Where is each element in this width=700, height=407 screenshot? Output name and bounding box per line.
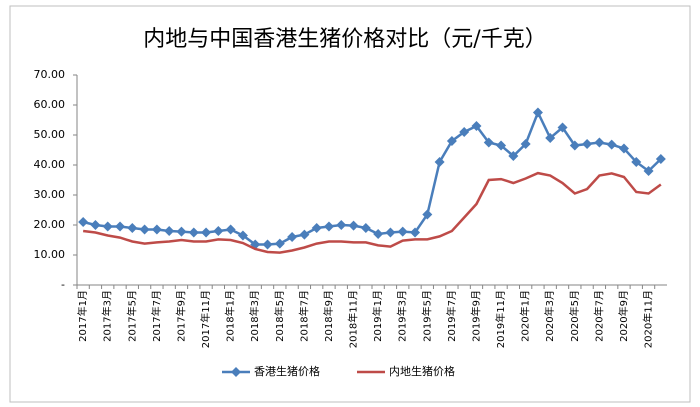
- y-tick-label: 70.00: [34, 68, 66, 81]
- marker: [410, 227, 421, 238]
- marker: [483, 137, 494, 148]
- marker: [127, 223, 138, 233]
- marker: [102, 221, 113, 232]
- x-tick-label: 2020年11月: [642, 290, 655, 348]
- x-tick-label: 2018年9月: [322, 290, 335, 342]
- x-tick-label: 2017年1月: [76, 290, 89, 342]
- x-tick-label: 2020年1月: [519, 290, 532, 342]
- marker: [446, 136, 457, 146]
- marker: [262, 239, 273, 250]
- marker: [520, 139, 531, 149]
- line: [82, 171, 662, 254]
- x-tick-label: 2018年1月: [224, 290, 237, 342]
- x-tick-label: 2018年3月: [248, 290, 261, 342]
- y-tick-label: 30.00: [34, 188, 66, 201]
- marker: [188, 227, 199, 238]
- legend-label: 内地生猪价格: [389, 364, 455, 378]
- marker: [323, 221, 334, 232]
- marker: [115, 221, 126, 232]
- marker: [631, 157, 642, 167]
- x-tick-label: 2017年11月: [199, 290, 212, 348]
- x-tick-label: 2019年3月: [396, 290, 409, 342]
- marker: [532, 107, 543, 118]
- x-tick-label: 2019年11月: [494, 290, 507, 348]
- marker: [336, 220, 347, 230]
- chart-title: 内地与中国香港生猪价格对比（元/千克）: [143, 27, 546, 52]
- marker: [618, 143, 629, 154]
- y-tick-label: 50.00: [34, 128, 66, 141]
- marker: [594, 137, 605, 148]
- marker: [569, 140, 580, 151]
- y-tick-label: 60.00: [34, 98, 66, 111]
- marker: [90, 220, 101, 230]
- x-tick-label: 2017年5月: [125, 290, 138, 342]
- y-tick-label: 10.00: [34, 248, 66, 261]
- marker: [606, 139, 617, 150]
- chart-border: [9, 5, 691, 403]
- legend-marker: [231, 367, 241, 377]
- marker: [164, 226, 175, 236]
- x-tick-label: 2019年1月: [371, 290, 384, 342]
- x-tick-label: 2020年5月: [568, 290, 581, 342]
- marker: [434, 157, 445, 167]
- marker: [237, 230, 248, 241]
- legend-label: 香港生猪价格: [254, 364, 320, 378]
- marker: [655, 154, 666, 164]
- marker: [225, 224, 236, 235]
- x-tick-label: 2020年3月: [543, 290, 556, 342]
- marker: [545, 133, 556, 143]
- y-tick-label: 40.00: [34, 158, 66, 171]
- x-tick-label: 2019年9月: [469, 290, 482, 342]
- marker: [287, 232, 298, 242]
- marker: [176, 226, 187, 237]
- marker: [557, 122, 568, 133]
- x-tick-label: 2020年9月: [617, 290, 630, 342]
- marker: [139, 224, 150, 235]
- x-tick-label: 2018年7月: [297, 290, 310, 342]
- marker: [360, 223, 371, 233]
- x-tick-label: 2017年9月: [174, 290, 187, 342]
- x-tick-label: 2017年3月: [101, 290, 114, 342]
- marker: [348, 220, 359, 231]
- marker: [582, 139, 593, 149]
- marker: [311, 223, 322, 233]
- marker: [397, 226, 408, 237]
- x-tick-label: 2019年5月: [420, 290, 433, 342]
- marker: [385, 227, 396, 238]
- marker: [213, 226, 224, 236]
- marker: [422, 209, 433, 220]
- y-tick-label: 20.00: [34, 218, 66, 231]
- x-tick-label: 2019年7月: [445, 290, 458, 342]
- y-tick-label: -: [61, 278, 65, 291]
- marker: [496, 140, 507, 151]
- x-tick-label: 2018年11月: [347, 290, 360, 348]
- marker: [78, 217, 89, 227]
- x-tick-label: 2018年5月: [273, 290, 286, 342]
- marker: [299, 229, 310, 240]
- marker: [643, 166, 654, 176]
- marker: [201, 227, 212, 238]
- marker: [373, 229, 384, 239]
- marker: [459, 127, 470, 137]
- marker: [508, 151, 519, 161]
- x-tick-label: 2017年7月: [150, 290, 163, 342]
- x-tick-label: 2020年7月: [592, 290, 605, 342]
- line: [82, 109, 662, 246]
- marker: [151, 224, 162, 235]
- marker: [274, 238, 285, 249]
- marker: [471, 121, 482, 131]
